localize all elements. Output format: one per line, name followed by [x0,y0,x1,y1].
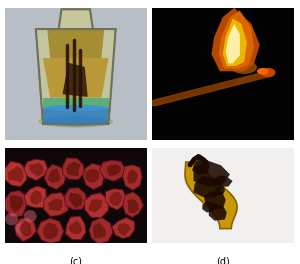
Polygon shape [29,163,44,176]
Ellipse shape [257,68,268,75]
Polygon shape [117,223,131,236]
Polygon shape [127,169,138,184]
Polygon shape [107,164,122,176]
Text: (c): (c) [69,256,82,264]
Polygon shape [30,190,42,205]
Polygon shape [215,186,225,195]
Polygon shape [15,218,36,242]
Polygon shape [69,193,83,208]
Polygon shape [85,169,100,183]
Polygon shape [123,192,143,217]
Ellipse shape [39,116,112,127]
Polygon shape [99,160,125,181]
Polygon shape [88,199,102,213]
Polygon shape [63,63,87,96]
Polygon shape [226,24,240,63]
Polygon shape [214,175,232,187]
Polygon shape [202,201,217,213]
Polygon shape [194,161,230,187]
Polygon shape [211,8,260,71]
Polygon shape [223,18,247,66]
Polygon shape [24,159,48,180]
Polygon shape [65,216,86,240]
Polygon shape [128,199,139,214]
Ellipse shape [231,61,257,74]
Polygon shape [5,191,27,217]
Polygon shape [192,158,209,175]
Polygon shape [68,221,82,234]
Polygon shape [105,189,126,210]
Polygon shape [64,188,87,210]
Polygon shape [62,158,84,180]
Polygon shape [24,186,46,208]
Polygon shape [83,163,104,190]
Polygon shape [109,192,122,206]
Polygon shape [47,29,104,58]
Polygon shape [89,217,113,244]
Polygon shape [20,221,32,237]
Ellipse shape [43,117,109,126]
Polygon shape [43,98,109,108]
Polygon shape [185,162,237,229]
Polygon shape [85,193,109,218]
Polygon shape [37,218,64,243]
Polygon shape [122,165,142,190]
Text: (d): (d) [216,256,230,264]
Polygon shape [48,199,62,211]
Polygon shape [43,223,58,239]
Ellipse shape [24,210,37,223]
Polygon shape [47,168,61,183]
Polygon shape [218,11,254,69]
Polygon shape [209,204,227,221]
Ellipse shape [15,223,28,235]
Polygon shape [66,162,80,176]
Polygon shape [194,176,222,198]
Polygon shape [43,58,109,98]
Polygon shape [44,164,67,189]
Polygon shape [4,161,27,187]
Polygon shape [93,222,106,238]
Polygon shape [204,191,226,209]
Ellipse shape [5,213,18,225]
Polygon shape [8,166,24,183]
Text: (a): (a) [69,148,82,158]
Polygon shape [36,29,116,124]
Polygon shape [43,108,109,124]
Ellipse shape [43,105,109,112]
Polygon shape [112,218,134,238]
Polygon shape [10,195,23,213]
Polygon shape [44,193,68,216]
Ellipse shape [261,68,275,77]
Polygon shape [59,9,93,29]
Text: (b): (b) [216,148,230,158]
